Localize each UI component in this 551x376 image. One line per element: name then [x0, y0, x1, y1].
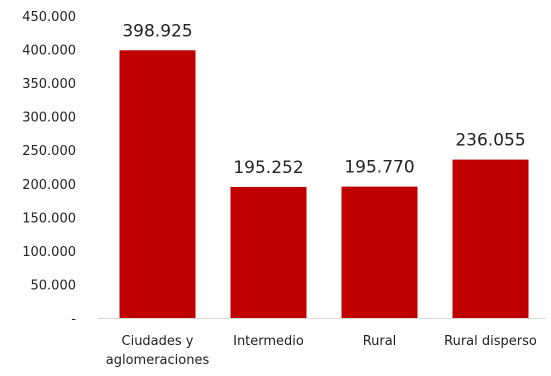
y-tick-label: 350.000: [22, 77, 76, 92]
data-label: 195.770: [344, 158, 414, 178]
bar: [119, 50, 196, 318]
x-tick-label-line: Rural disperso: [444, 334, 537, 349]
data-label: 195.252: [233, 158, 303, 178]
y-tick-label: 100.000: [22, 245, 76, 260]
y-tick-label: -: [71, 312, 76, 327]
data-label: 236.055: [455, 131, 525, 151]
x-tick-label-line: aglomeraciones: [106, 353, 210, 368]
bars: [119, 50, 529, 318]
y-tick-label: 50.000: [31, 278, 77, 293]
y-tick-label: 450.000: [22, 10, 76, 25]
x-axis: Ciudades y aglomeraciones Intermedio Rural R…: [98, 318, 546, 368]
x-tick-label-line: Rural: [363, 334, 397, 349]
x-tick-label-line: Ciudades y: [122, 334, 194, 349]
data-labels: 398.925 195.252 195.770 236.055: [122, 21, 525, 178]
x-tick-label-line: Intermedio: [233, 334, 304, 349]
x-tick-label: Ciudades y aglomeraciones: [106, 334, 210, 368]
y-tick-label: 200.000: [22, 178, 76, 193]
y-tick-label: 400.000: [22, 44, 76, 59]
y-tick-label: 250.000: [22, 144, 76, 159]
bar: [341, 186, 418, 318]
x-tick-label: Rural: [363, 334, 397, 349]
data-label: 398.925: [122, 21, 192, 41]
x-tick-label: Rural disperso: [444, 334, 537, 349]
y-tick-label: 300.000: [22, 111, 76, 126]
x-tick-label: Intermedio: [233, 334, 304, 349]
bar: [452, 159, 529, 318]
bar: [230, 186, 307, 318]
y-tick-label: 150.000: [22, 211, 76, 226]
y-axis: - 50.000 100.000 150.000 200.000 250.000 300.0…: [22, 10, 76, 327]
